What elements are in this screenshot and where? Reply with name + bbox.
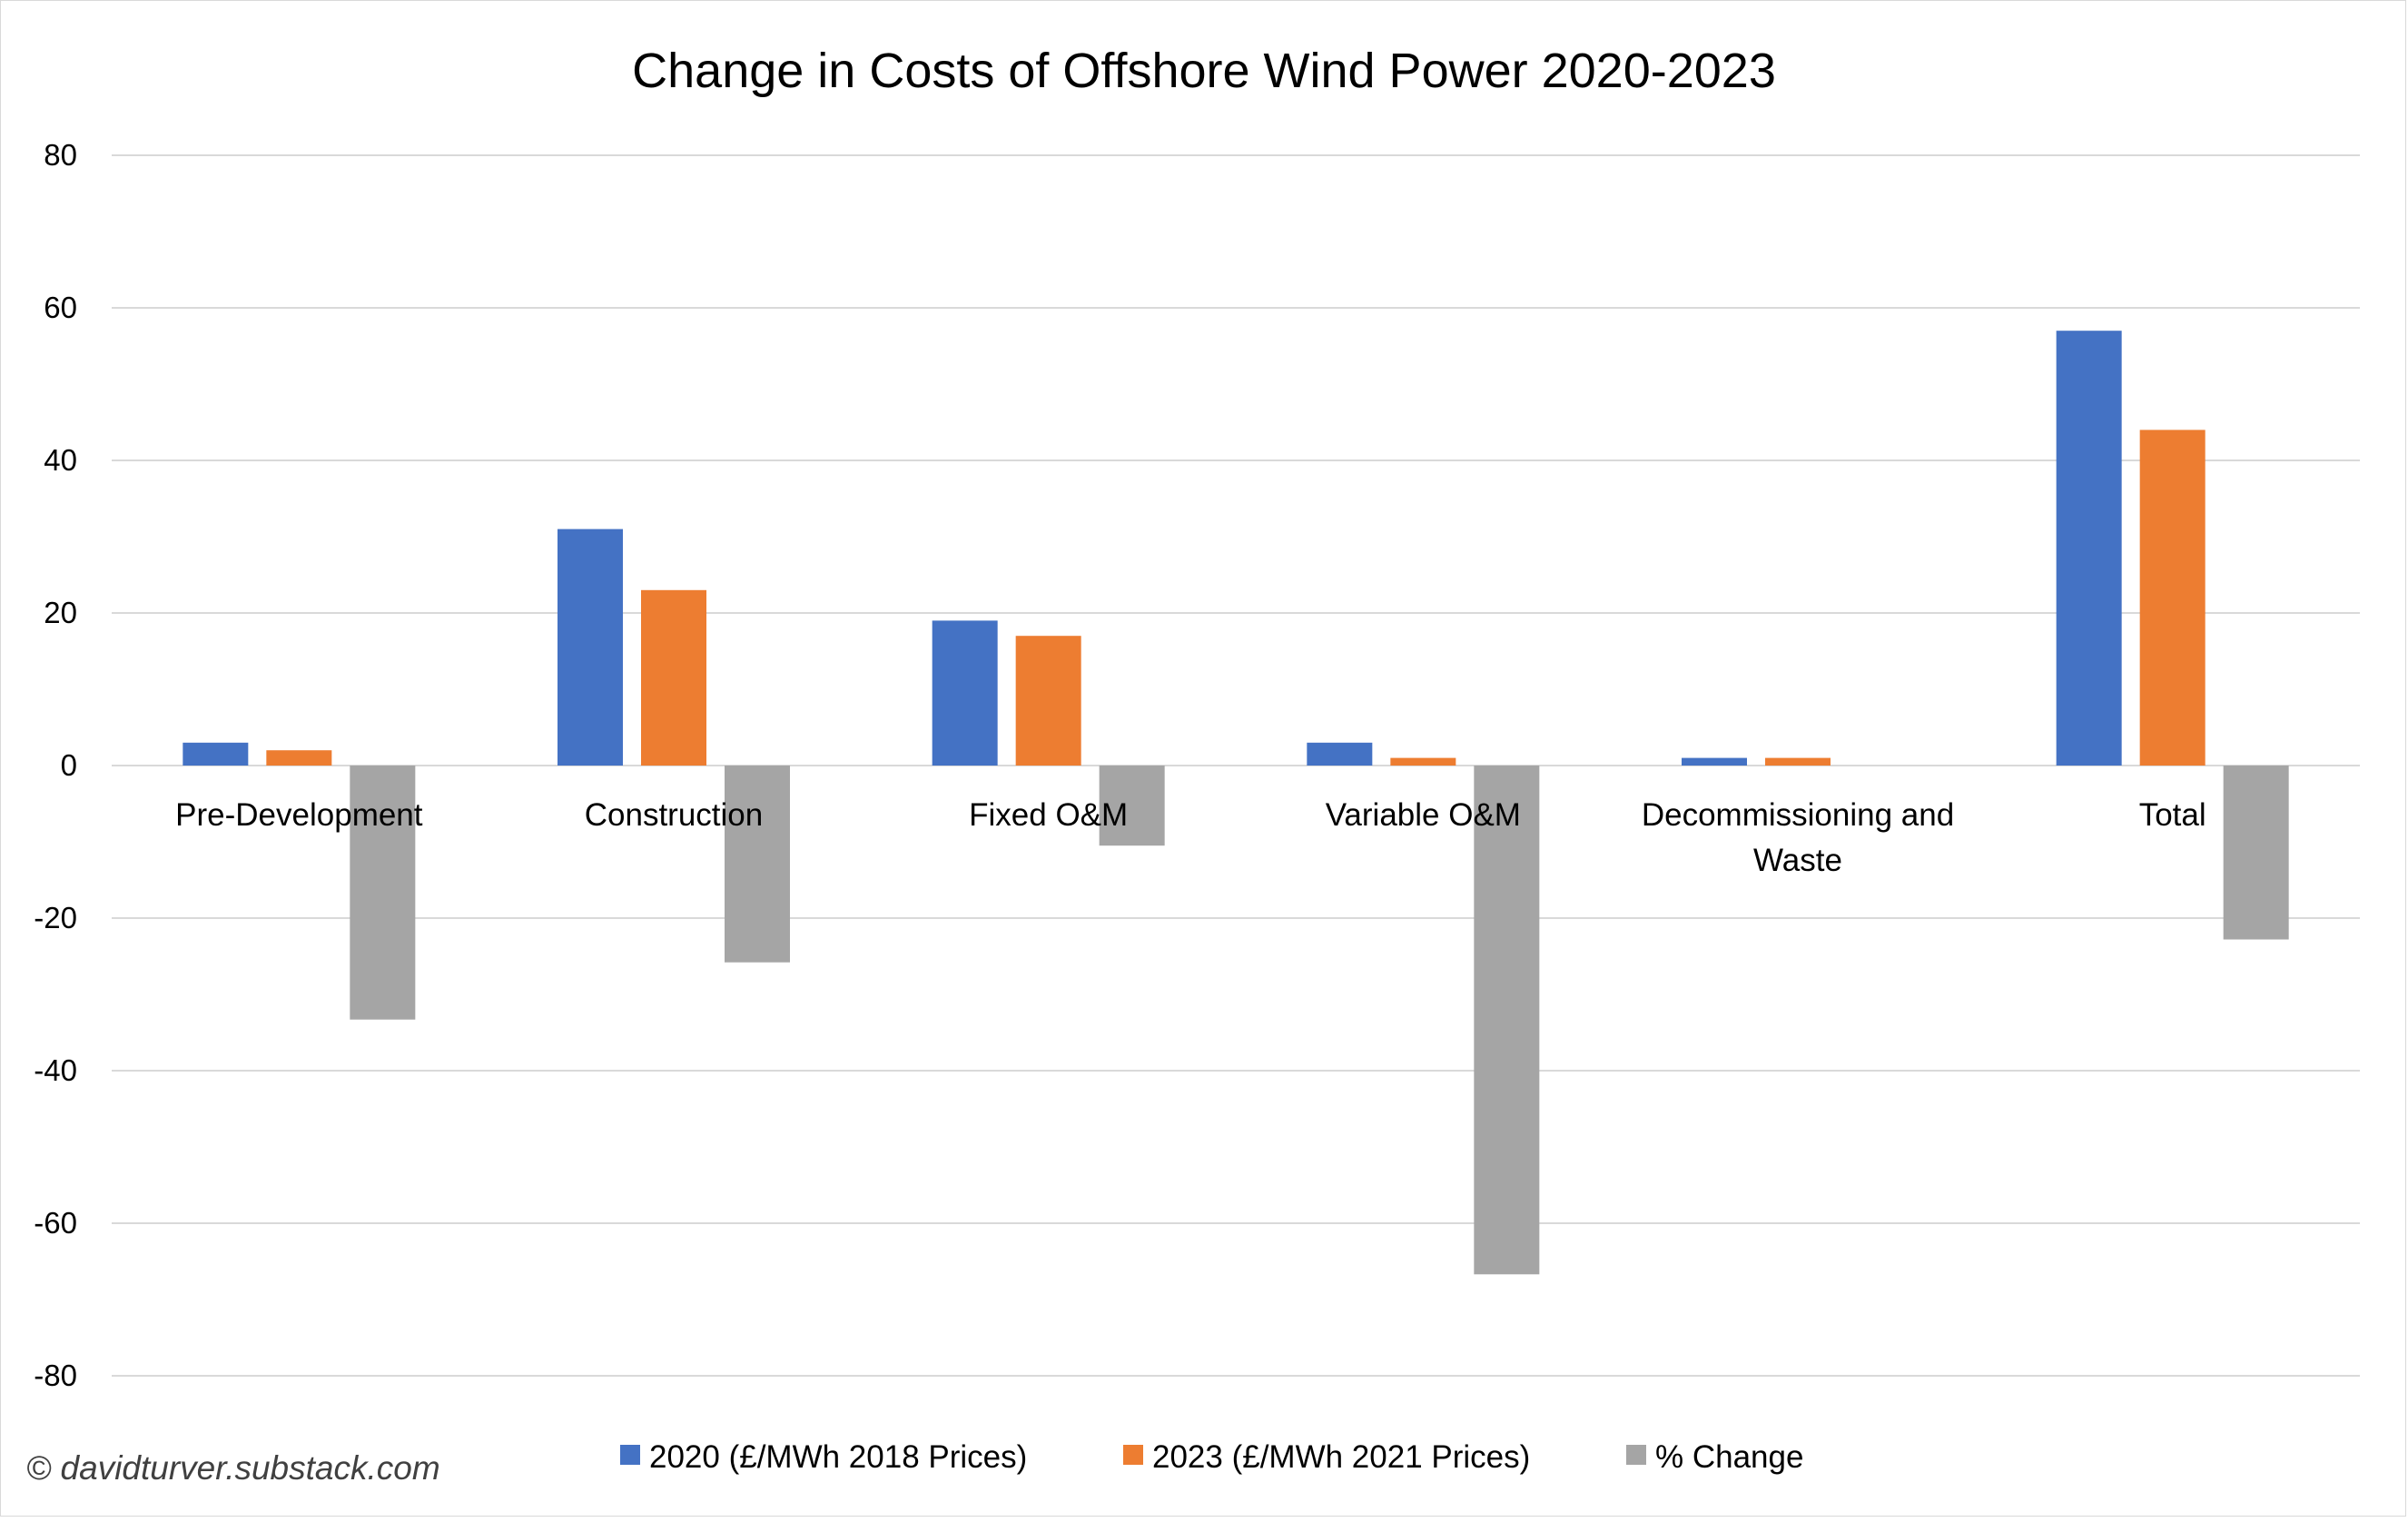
category-label: Decommissioning and Waste <box>1642 797 1954 878</box>
legend-label: 2023 (£/MWh 2021 Prices) <box>1152 1439 1530 1475</box>
bar-1-5 <box>1682 757 1747 766</box>
category-label: Total <box>2139 797 2206 833</box>
y-tick-label: -60 <box>34 1206 77 1240</box>
bar-2-6 <box>2139 430 2206 766</box>
category-label: Variable O&M <box>1326 797 1521 833</box>
y-tick-label: 60 <box>44 291 77 324</box>
bar-3-2 <box>725 766 790 963</box>
bar-2-1 <box>266 750 332 766</box>
y-tick-label: 40 <box>44 443 77 477</box>
category-label: Pre-Development <box>175 797 423 833</box>
chart-title: Change in Costs of Offshore Wind Power 2… <box>632 44 1776 98</box>
category-label-line: Decommissioning and <box>1642 797 1954 833</box>
bar-1-3 <box>932 620 998 766</box>
bar-2-5 <box>1765 757 1831 766</box>
bar-2-3 <box>1015 636 1081 766</box>
category-label: Fixed O&M <box>969 797 1128 833</box>
category-label: Construction <box>585 797 763 833</box>
category-label-line: Fixed O&M <box>969 797 1128 833</box>
y-tick-label: -40 <box>34 1053 77 1087</box>
bar-2-2 <box>641 589 706 766</box>
bar-3-4 <box>1474 766 1540 1275</box>
y-axis-ticks: 80 60 40 20 0 -20 -40 -60 -80 <box>34 138 77 1392</box>
y-tick-label: 80 <box>44 138 77 172</box>
category-label-line: Variable O&M <box>1326 797 1521 833</box>
bar-3-6 <box>2223 766 2289 940</box>
legend-label: % Change <box>1655 1439 1803 1475</box>
legend-swatch <box>1626 1445 1646 1465</box>
category-label-line: Waste <box>1753 843 1842 878</box>
bar-3-3 <box>1099 766 1165 846</box>
legend-label: 2020 (£/MWh 2018 Prices) <box>649 1439 1027 1475</box>
category-label-line: Pre-Development <box>175 797 423 833</box>
copyright-text: © davidturver.substack.com <box>26 1449 440 1487</box>
category-label-line: Construction <box>585 797 763 833</box>
y-tick-label: 20 <box>44 596 77 629</box>
bar-1-6 <box>2056 331 2122 766</box>
y-tick-label: -80 <box>34 1359 77 1392</box>
bar-3-1 <box>350 766 416 1020</box>
bars <box>183 331 2289 1275</box>
legend-swatch <box>1123 1445 1143 1465</box>
bar-1-1 <box>183 742 249 766</box>
category-label-line: Total <box>2139 797 2206 833</box>
bar-2-4 <box>1390 757 1456 766</box>
bar-1-4 <box>1307 742 1373 766</box>
category-labels: Pre-Development Construction Fixed O&M Vari… <box>175 797 2206 878</box>
gridlines <box>112 154 2360 1377</box>
y-tick-label: -20 <box>34 901 77 934</box>
y-tick-label: 0 <box>61 748 77 782</box>
legend: 2020 (£/MWh 2018 Prices) 2023 (£/MWh 2021… <box>620 1439 1803 1475</box>
bar-1-2 <box>558 529 623 766</box>
legend-swatch <box>620 1445 640 1465</box>
